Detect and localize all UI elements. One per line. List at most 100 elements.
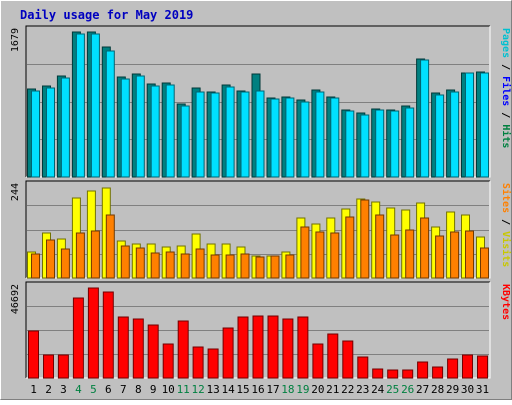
bar-kbytes-day-7: [117, 316, 129, 379]
x-tick-day-27: 27: [416, 383, 429, 396]
legend-segment: Files: [500, 76, 512, 106]
bar-sites-day-3: [60, 248, 70, 279]
bar-kbytes-day-23: [357, 356, 369, 379]
series-legend-label: KBytes: [500, 284, 511, 320]
bar-kbytes-day-8: [132, 318, 144, 379]
bar-sites-day-31: [480, 247, 489, 279]
bar-files-day-6: [105, 50, 115, 178]
bar-kbytes-day-20: [312, 343, 324, 379]
x-tick-day-30: 30: [461, 383, 474, 396]
x-tick-day-5: 5: [90, 383, 97, 396]
bar-sites-day-13: [210, 254, 220, 279]
panel-middle: 244 Sites / Visits: [10, 180, 512, 279]
legend-segment: Hits: [500, 124, 512, 148]
panel-bottom: 46692 KBytes: [10, 281, 511, 379]
bar-files-day-1: [31, 90, 40, 178]
bar-sites-day-7: [120, 245, 130, 279]
bar-files-day-25: [390, 110, 400, 178]
bar-sites-day-25: [390, 234, 400, 279]
bar-sites-day-20: [315, 231, 325, 279]
bar-kbytes-day-5: [87, 287, 99, 379]
bar-sites-day-17: [270, 255, 280, 279]
y-max-label: 46692: [10, 284, 21, 314]
x-tick-day-14: 14: [221, 383, 235, 396]
bar-sites-day-26: [405, 229, 415, 279]
chart-title: Daily usage for May 2019: [20, 8, 193, 22]
x-tick-day-3: 3: [60, 383, 67, 396]
bar-files-day-12: [195, 91, 205, 178]
series-legend-label: Sites / Visits: [500, 183, 512, 267]
bar-files-day-19: [300, 101, 310, 178]
bar-files-day-14: [225, 86, 235, 178]
x-tick-day-8: 8: [135, 383, 142, 396]
x-tick-day-12: 12: [191, 383, 204, 396]
bar-files-day-28: [435, 94, 445, 178]
bar-kbytes-day-28: [432, 366, 444, 379]
x-tick-day-17: 17: [266, 383, 279, 396]
bar-sites-day-19: [300, 226, 310, 279]
bar-kbytes-day-10: [162, 343, 174, 379]
plot-border-dark: [25, 180, 490, 278]
bar-files-day-16: [255, 90, 265, 178]
x-tick-day-19: 19: [296, 383, 309, 396]
bar-sites-day-2: [46, 239, 55, 279]
x-tick-day-18: 18: [281, 383, 294, 396]
x-tick-day-13: 13: [206, 383, 219, 396]
bar-kbytes-day-11: [177, 320, 189, 379]
bar-files-day-13: [210, 92, 220, 178]
x-tick-day-1: 1: [30, 383, 37, 396]
bar-files-day-30: [465, 72, 474, 178]
bar-sites-day-18: [285, 254, 295, 279]
bar-files-day-17: [270, 98, 280, 178]
bar-kbytes-day-14: [222, 327, 234, 379]
bar-kbytes-day-29: [447, 358, 459, 379]
bar-kbytes-day-15: [237, 316, 249, 379]
bar-kbytes-day-16: [252, 315, 264, 379]
bar-files-day-23: [360, 114, 370, 178]
bar-kbytes-day-18: [282, 318, 294, 379]
x-tick-day-9: 9: [150, 383, 157, 396]
plot-border-dark: [25, 281, 490, 378]
bar-files-day-27: [420, 59, 430, 178]
plot-border-dark: [25, 25, 490, 177]
bar-sites-day-11: [180, 253, 190, 279]
bar-sites-day-6: [105, 214, 115, 279]
bar-kbytes-day-17: [267, 315, 279, 379]
x-tick-day-26: 26: [401, 383, 414, 396]
x-tick-day-15: 15: [236, 383, 249, 396]
x-tick-day-31: 31: [476, 383, 489, 396]
bar-sites-day-21: [330, 232, 340, 279]
bar-kbytes-day-1: [28, 330, 39, 379]
bar-files-day-15: [240, 91, 250, 178]
bar-files-day-18: [285, 97, 295, 178]
legend-segment: Visits: [500, 231, 512, 267]
bar-sites-day-24: [375, 214, 385, 279]
x-tick-day-11: 11: [177, 383, 190, 396]
bar-kbytes-day-21: [327, 333, 339, 379]
bar-kbytes-day-19: [297, 316, 309, 379]
bar-files-day-7: [120, 78, 130, 178]
bar-kbytes-day-25: [387, 369, 399, 379]
x-tick-day-6: 6: [105, 383, 112, 396]
bar-kbytes-day-2: [43, 354, 54, 379]
bar-files-day-21: [330, 97, 340, 178]
bar-files-day-31: [480, 72, 489, 178]
bar-files-day-9: [150, 85, 160, 178]
bar-files-day-29: [450, 91, 460, 178]
x-axis: 1 2 3 4 5 6 7 8 9 10 11 12 13 14 15 16 17 18 19 20 21 22 23 24 2…: [30, 383, 489, 396]
bar-files-day-10: [165, 84, 175, 178]
legend-segment: Pages: [500, 28, 511, 58]
bar-kbytes-day-9: [147, 324, 159, 379]
bar-kbytes-day-4: [72, 297, 84, 379]
x-tick-day-28: 28: [431, 383, 444, 396]
bar-sites-day-4: [75, 232, 85, 279]
bar-kbytes-day-3: [57, 354, 69, 379]
bar-files-day-22: [345, 110, 355, 178]
y-max-label: 244: [10, 183, 21, 201]
chart-panels: 1679 Pages / Files / Hits 244 Sites / Visit…: [10, 25, 512, 379]
x-tick-day-7: 7: [120, 383, 127, 396]
bar-sites-day-22: [345, 216, 355, 279]
x-tick-day-25: 25: [386, 383, 399, 396]
